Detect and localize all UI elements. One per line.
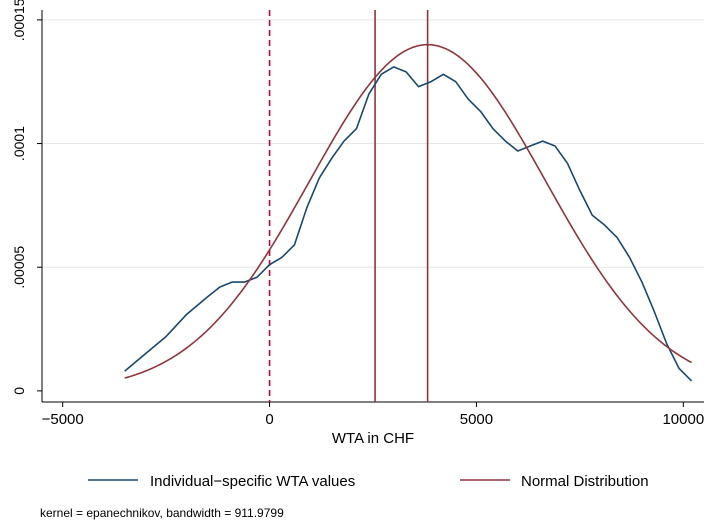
- legend-label-normal-distribution: Normal Distribution: [521, 473, 649, 490]
- x-tick-label: 10000: [662, 411, 704, 428]
- plot-area: [42, 10, 704, 402]
- reference-lines: [268, 10, 429, 402]
- y-gridlines: [42, 19, 704, 268]
- x-axis-label: WTA in CHF: [332, 430, 414, 447]
- y-tick-label: .00005: [11, 246, 27, 289]
- series-line-individual-wta: [124, 66, 693, 382]
- legend-label-individual-wta: Individual−specific WTA values: [150, 473, 355, 490]
- series-lines: [124, 43, 693, 382]
- y-tick-label: 0: [11, 387, 27, 395]
- y-tick-label: .00015: [11, 0, 27, 41]
- x-tick-label: −5000: [42, 411, 84, 428]
- x-ticks: −5000 0 5000 10000: [42, 402, 704, 428]
- chart-note: kernel = epanechnikov, bandwidth = 911.9…: [40, 506, 284, 520]
- y-tick-label: .0001: [11, 126, 27, 161]
- x-tick-label: 5000: [460, 411, 493, 428]
- x-tick-label: 0: [265, 411, 273, 428]
- axes: [41, 10, 704, 403]
- series-line-normal-distribution: [124, 43, 692, 379]
- legend: Individual−specific WTA values Normal Di…: [88, 473, 649, 490]
- y-ticks: 0 .00005 .0001 .00015: [11, 0, 42, 395]
